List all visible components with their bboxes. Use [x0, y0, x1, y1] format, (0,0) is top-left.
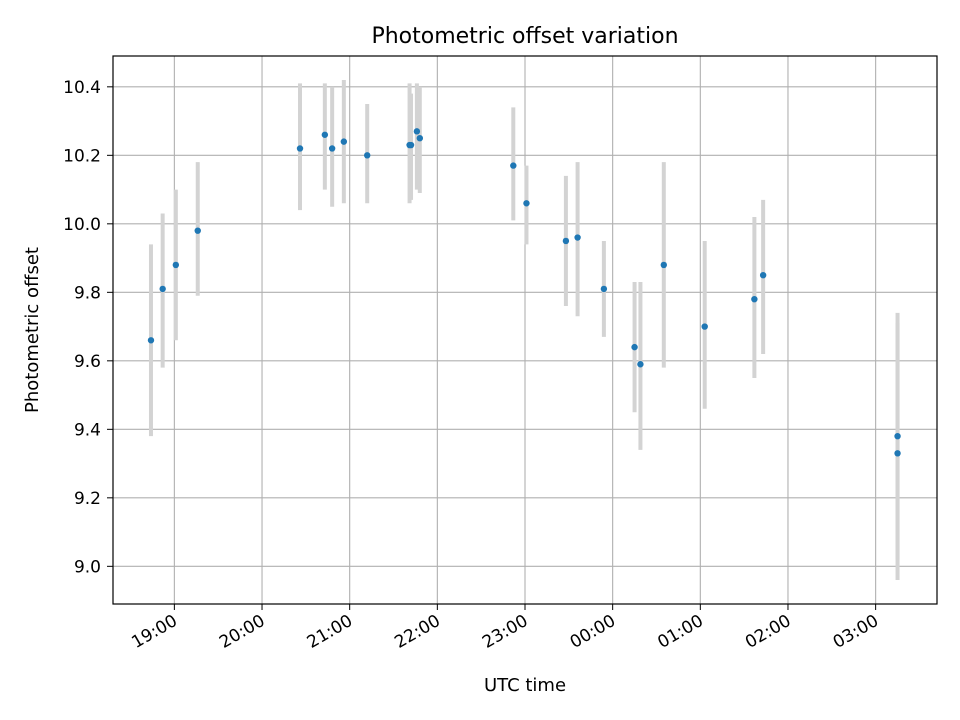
data-point: [407, 141, 415, 149]
data-point: [340, 138, 348, 145]
data-point: [894, 450, 901, 457]
y-tick-label: 9.0: [74, 557, 101, 577]
data-point: [413, 128, 421, 135]
y-tick-label: 10.4: [63, 78, 101, 98]
data-point: [296, 145, 304, 152]
y-axis-label: Photometric offset: [22, 247, 43, 413]
data-point: [523, 200, 530, 207]
y-tick-label: 9.2: [74, 489, 101, 509]
y-tick-label: 9.4: [74, 420, 101, 440]
data-point: [751, 295, 758, 303]
y-tick-label: 9.8: [74, 283, 101, 303]
data-point: [159, 285, 166, 293]
data-point: [631, 343, 638, 351]
data-point: [660, 261, 667, 269]
y-axis-ticks: 9.0 9.2 9.4 9.6 9.8 10.0 10.2 10.4: [63, 78, 113, 577]
data-points: [147, 128, 901, 457]
data-point: [701, 323, 708, 330]
data-point: [759, 272, 767, 279]
data-point: [364, 152, 371, 159]
data-point: [194, 227, 201, 234]
data-point: [574, 234, 581, 241]
data-point: [637, 361, 644, 368]
y-tick-label: 10.0: [63, 215, 101, 235]
data-point: [147, 337, 155, 344]
grid: [113, 56, 937, 604]
y-tick-label: 10.2: [63, 146, 101, 166]
data-point: [328, 145, 336, 152]
data-point: [600, 285, 608, 293]
y-tick-label: 9.6: [74, 352, 101, 372]
data-point: [172, 261, 180, 269]
data-point: [894, 432, 901, 440]
data-point: [562, 237, 570, 245]
chart-title: Photometric offset variation: [371, 24, 678, 49]
data-point: [321, 131, 329, 138]
data-point: [510, 162, 517, 169]
x-axis-label: UTC time: [484, 675, 566, 696]
data-point: [416, 135, 424, 142]
